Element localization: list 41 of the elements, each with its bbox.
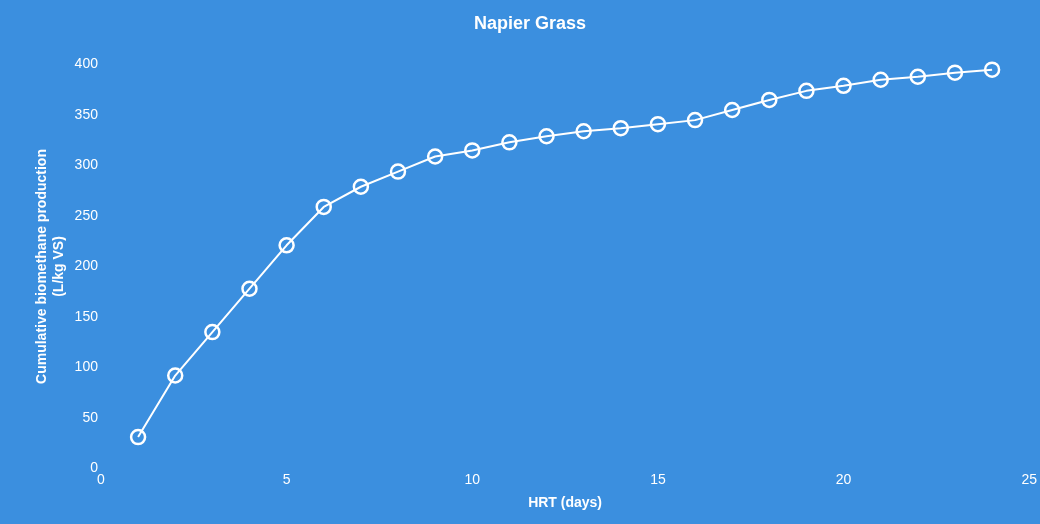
y-tick-label: 200: [74, 257, 99, 274]
point: [575, 122, 592, 140]
y-tick-label: 100: [74, 358, 99, 375]
point: [909, 68, 927, 85]
y-tick-label: 250: [74, 206, 99, 223]
y-tick-label: 400: [74, 55, 99, 72]
point: [166, 367, 184, 384]
point: [241, 280, 258, 297]
point: [872, 71, 889, 88]
point: [761, 91, 778, 109]
point: [129, 428, 147, 446]
point: [501, 134, 518, 151]
point: [426, 148, 444, 165]
point: [278, 237, 295, 254]
y-axis-title: Cumulative biomethane production (L/kg VS): [33, 149, 67, 384]
point: [798, 82, 815, 100]
point: [649, 115, 667, 133]
point: [835, 77, 852, 95]
chart-title: Napier Grass: [473, 12, 587, 33]
point: [612, 119, 630, 137]
point: [315, 198, 332, 216]
x-tick-label: 15: [650, 470, 666, 487]
point: [538, 128, 555, 145]
point: [389, 163, 407, 180]
y-tick-label: 50: [82, 408, 99, 425]
x-tick-label: 25: [1021, 470, 1038, 487]
y-tick-label: 150: [74, 307, 99, 324]
point: [204, 323, 221, 341]
point: [686, 111, 704, 129]
x-tick-label: 20: [835, 470, 852, 487]
y-tick-label: 350: [74, 105, 99, 122]
x-axis-title: HRT (days): [528, 494, 603, 511]
x-tick-label: 5: [282, 470, 291, 487]
x-tick-label: 10: [464, 470, 481, 487]
point: [946, 64, 964, 81]
point: [983, 61, 1001, 78]
point: [464, 142, 481, 159]
y-tick-label: 300: [74, 156, 99, 173]
point: [352, 178, 370, 195]
y-tick-label: 0: [90, 459, 99, 476]
point: [723, 101, 741, 119]
